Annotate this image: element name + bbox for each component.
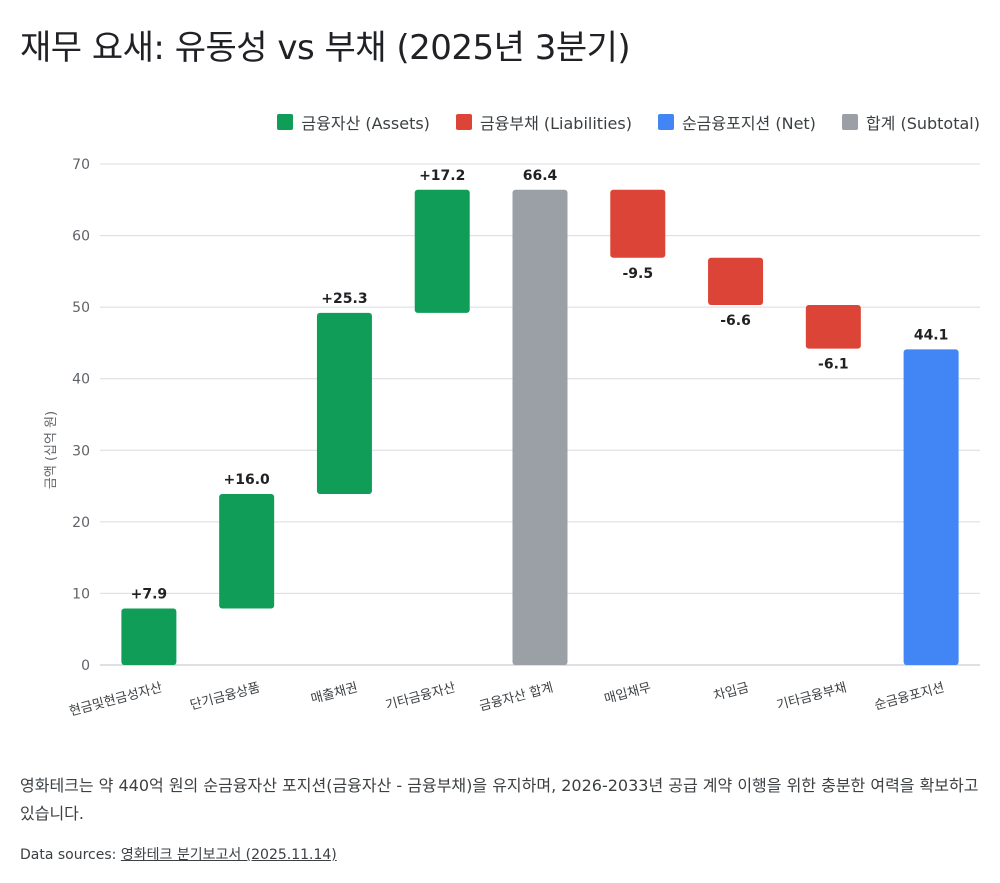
bar-liability[interactable]: [610, 189, 666, 258]
x-tick-label: 차입금: [712, 680, 751, 704]
x-tick-label: 단기금융상품: [188, 680, 261, 713]
bar-value-label: 44.1: [914, 327, 949, 343]
x-axis-labels: 현금및현금성자산 단기금융상품 매출채권 기타금융자산 금융자산 합계 매입채무 차입금 기타…: [68, 680, 947, 719]
y-tick-label: 50: [72, 300, 90, 316]
chart-title: 재무 요새: 유동성 vs 부채 (2025년 3분기): [20, 28, 631, 68]
bar-value-label: +17.2: [419, 168, 465, 184]
x-tick-label: 매출채권: [309, 680, 359, 707]
bar-liability[interactable]: [805, 304, 861, 349]
bars: +7.9 +16.0 +25.3 +17.2 66.4 -9.5 -6.6 -6.1 44.1: [121, 168, 959, 665]
bar-subtotal[interactable]: [512, 189, 568, 665]
y-tick-label: 60: [72, 229, 90, 245]
legend-label-liabilities: 금융부채 (Liabilities): [479, 114, 632, 133]
bar-value-label: -6.6: [720, 313, 751, 329]
legend-item-net[interactable]: 순금융포지션 (Net): [657, 110, 816, 134]
bar-value-label: +16.0: [224, 472, 271, 488]
legend-swatch-subtotal: [841, 114, 858, 130]
x-tick-label: 금융자산 합계: [478, 680, 555, 714]
sources-prefix: Data sources:: [20, 847, 121, 863]
bar-value-label: -6.1: [818, 357, 849, 373]
bar-asset[interactable]: [121, 608, 177, 665]
x-tick-label: 현금및현금성자산: [68, 680, 164, 719]
legend-swatch-liabilities: [455, 114, 472, 130]
sources-link[interactable]: 영화테크 분기보고서 (2025.11.14): [120, 847, 337, 863]
bar-asset[interactable]: [219, 493, 275, 609]
bar-net[interactable]: [903, 349, 959, 665]
legend-swatch-net: [657, 114, 674, 130]
legend-label-net: 순금융포지션 (Net): [681, 114, 816, 133]
y-tick-label: 40: [72, 372, 90, 388]
data-sources: Data sources: 영화테크 분기보고서 (2025.11.14): [20, 844, 337, 864]
bar-value-label: +25.3: [321, 291, 367, 307]
legend-swatch-assets: [277, 114, 294, 130]
y-tick-label: 10: [72, 586, 90, 602]
x-tick-label: 기타금융자산: [384, 680, 457, 713]
chart-note: 영화테크는 약 440억 원의 순금융자산 포지션(금융자산 - 금융부채)을 …: [20, 776, 979, 823]
bar-value-label: +7.9: [131, 586, 168, 602]
legend-item-assets[interactable]: 금융자산 (Assets): [277, 110, 430, 134]
legend-item-subtotal[interactable]: 합계 (Subtotal): [841, 110, 980, 134]
bar-asset[interactable]: [414, 189, 470, 313]
y-tick-label: 70: [72, 157, 90, 173]
x-tick-label: 기타금융부채: [775, 680, 848, 713]
y-tick-label: 30: [72, 443, 90, 459]
bar-asset[interactable]: [316, 312, 372, 494]
y-axis-ticks: 0 10 20 30 40 50 60 70: [72, 157, 90, 674]
bar-liability[interactable]: [708, 257, 764, 305]
y-tick-label: 0: [81, 658, 90, 674]
waterfall-chart: 0 10 20 30 40 50 60 70 금액 (십억 원) +7.9 +16.0 +25.3…: [44, 157, 980, 720]
x-tick-label: 매입채무: [603, 680, 653, 707]
legend-label-assets: 금융자산 (Assets): [301, 114, 430, 133]
legend-item-liabilities[interactable]: 금융부채 (Liabilities): [455, 110, 632, 134]
legend-label-subtotal: 합계 (Subtotal): [865, 114, 980, 133]
bar-value-label: 66.4: [523, 168, 558, 184]
y-axis-label: 금액 (십억 원): [44, 411, 59, 489]
bar-value-label: -9.5: [622, 266, 653, 282]
x-tick-label: 순금융포지션: [873, 680, 946, 713]
legend: 금융자산 (Assets) 금융부채 (Liabilities) 순금융포지션 …: [277, 110, 980, 134]
y-tick-label: 20: [72, 515, 90, 531]
